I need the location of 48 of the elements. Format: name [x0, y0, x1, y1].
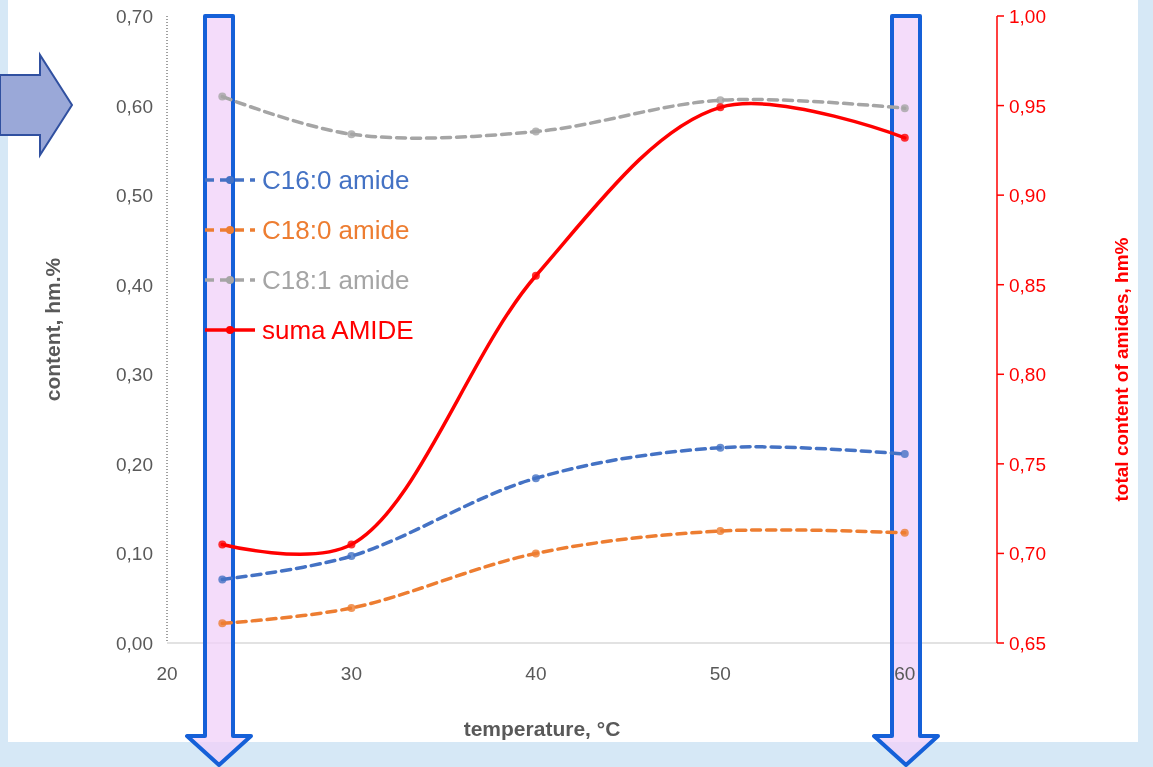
- x-tick-label: 20: [156, 663, 178, 684]
- point: [716, 96, 725, 105]
- x-axis-title: temperature, °C: [463, 717, 621, 740]
- point: [531, 127, 540, 136]
- y2-tick-label: 0,65: [1009, 633, 1046, 654]
- y-tick-label: 0,50: [116, 185, 153, 207]
- y2-tick-label: 0,70: [1009, 543, 1046, 565]
- y-axis-title: content, hm.%: [41, 257, 64, 402]
- point: [900, 450, 909, 458]
- point: [347, 130, 356, 139]
- y-tick-label: 0,10: [116, 543, 153, 565]
- point: [347, 540, 356, 549]
- x-tick-label: 60: [894, 663, 916, 684]
- x-tick-label: 30: [340, 663, 363, 684]
- point: [531, 271, 540, 280]
- y2-axis-title: total content of amides, hm%: [1111, 237, 1132, 502]
- point: [716, 527, 725, 536]
- y2-tick-label: 0,90: [1009, 185, 1046, 207]
- legend-label: suma AMIDE: [262, 315, 414, 345]
- y2-tick-label: 0,75: [1009, 453, 1046, 475]
- y2-tick-label: 0,95: [1009, 95, 1046, 117]
- point: [716, 103, 725, 112]
- y-tick-label: 0,30: [116, 364, 153, 386]
- point: [218, 540, 227, 549]
- point: [347, 552, 356, 561]
- y2-tick-label: 0,80: [1009, 364, 1046, 386]
- point: [347, 604, 356, 613]
- point: [531, 474, 540, 483]
- y2-tick-label: 0,85: [1009, 274, 1046, 296]
- y2-tick-label: 1,00: [1009, 6, 1046, 27]
- point: [716, 443, 725, 452]
- point: [218, 619, 227, 628]
- y-tick-label: 0,00: [116, 633, 153, 654]
- y-tick-label: 0,70: [116, 6, 153, 27]
- legend-label: C16:0 amide: [262, 165, 410, 195]
- point: [900, 104, 909, 113]
- y-tick-label: 0,40: [116, 274, 153, 296]
- y-tick-label: 0,60: [116, 95, 153, 117]
- legend-label: C18:1 amide: [262, 265, 410, 295]
- y-tick-label: 0,20: [116, 453, 153, 475]
- point: [900, 133, 909, 142]
- point: [218, 92, 227, 101]
- point: [900, 528, 909, 537]
- legend-label: C18:0 amide: [262, 215, 410, 245]
- point: [531, 549, 540, 558]
- x-tick-label: 40: [525, 663, 547, 684]
- x-tick-label: 50: [709, 663, 731, 684]
- point: [218, 575, 227, 584]
